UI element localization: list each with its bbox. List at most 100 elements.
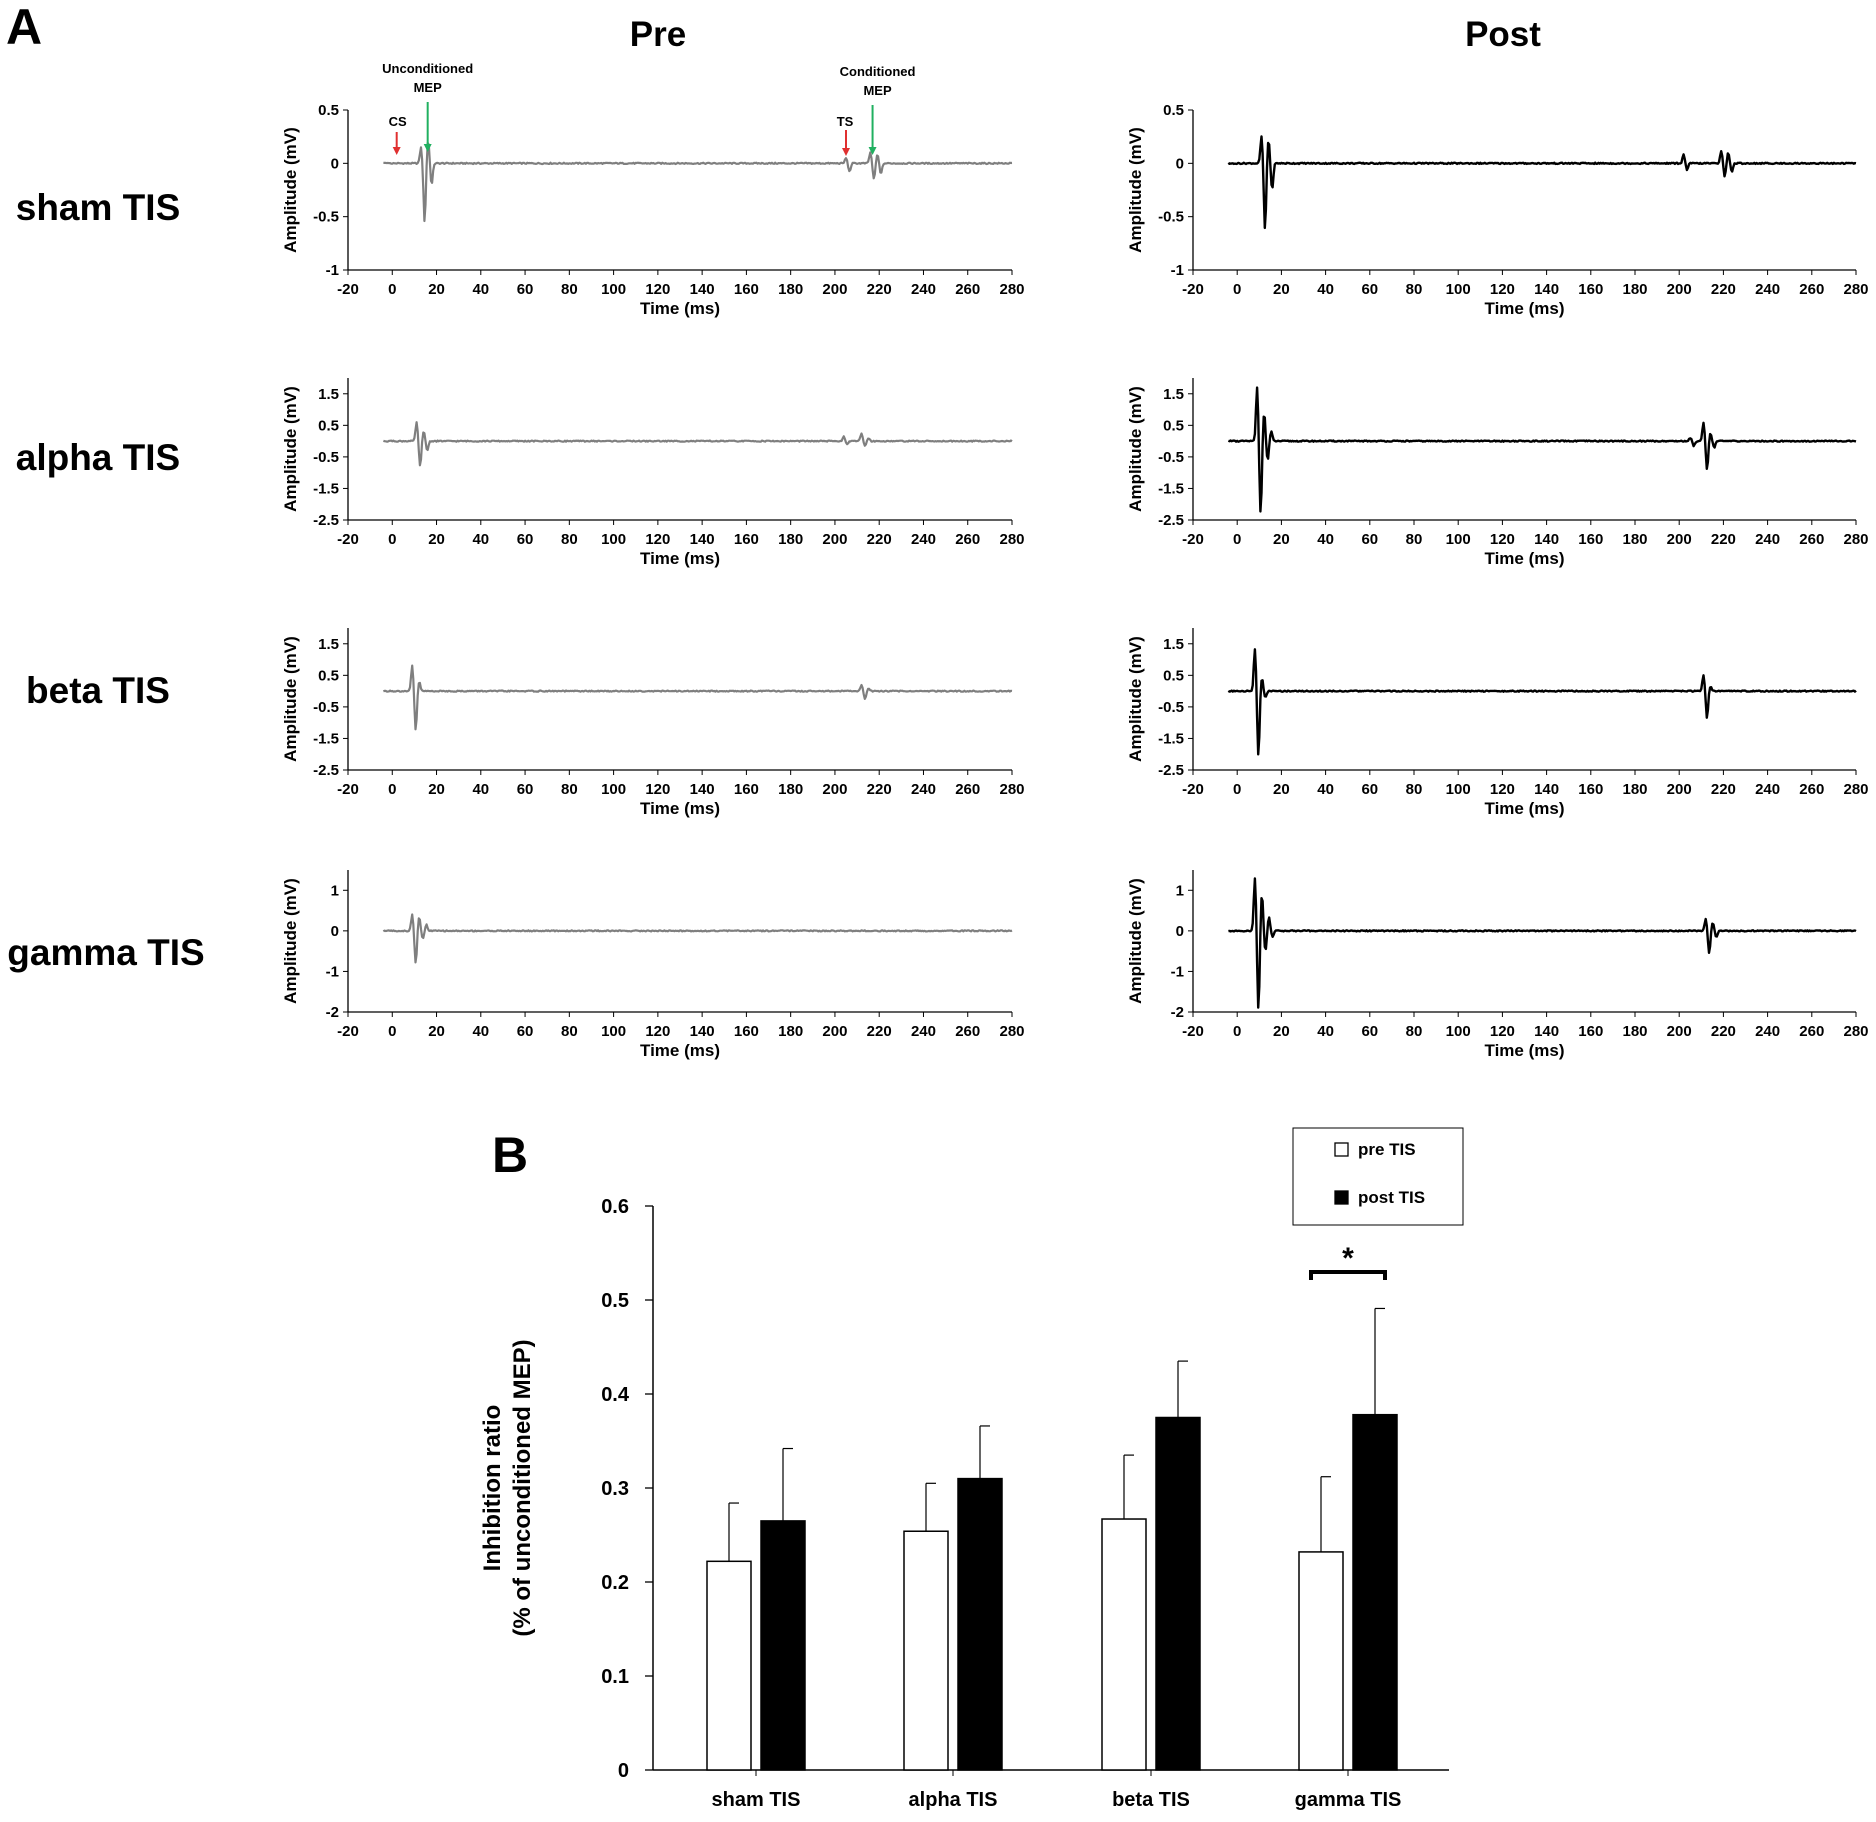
y-tick-label: -1 — [326, 963, 339, 980]
x-tick-label: 180 — [778, 781, 803, 798]
y-tick-label: -0.5 — [313, 449, 339, 466]
row-label-alpha: alpha TIS — [16, 437, 180, 478]
x-tick-label: 120 — [645, 281, 670, 298]
x-axis-label: Time (ms) — [640, 549, 720, 568]
x-tick-label: 140 — [690, 531, 715, 548]
y-tick-label: 1 — [1176, 882, 1184, 899]
x-tick-label: 140 — [1534, 531, 1559, 548]
x-tick-label: 180 — [1622, 781, 1647, 798]
bar-post — [1352, 1413, 1398, 1771]
bar-y-tick-label: 0.3 — [601, 1478, 629, 1500]
trace-panel-r3c1: -20 0 20 40 60 80 100 120 140 160 180 200 220 240 260 2… — [1126, 870, 1869, 1060]
bar-chart: 0 0.1 0.2 0.3 0.4 0.5 0.6 Inhibition ratio (% of… — [479, 1127, 1464, 1811]
cs-arrow-head — [392, 147, 401, 155]
x-tick-label: 60 — [1361, 781, 1378, 798]
y-tick-label: 1 — [331, 882, 339, 899]
x-tick-label: 60 — [517, 281, 534, 298]
x-tick-label: 60 — [517, 781, 534, 798]
x-tick-label: -20 — [1182, 1023, 1204, 1040]
x-tick-label: 0 — [388, 281, 396, 298]
x-tick-label: 260 — [1799, 531, 1824, 548]
x-tick-label: 200 — [1667, 781, 1692, 798]
x-tick-label: 100 — [601, 781, 626, 798]
mep-trace-post — [1227, 648, 1857, 756]
x-tick-label: 100 — [1446, 531, 1471, 548]
legend-label: pre TIS — [1358, 1140, 1416, 1159]
y-tick-label: -2 — [326, 1004, 339, 1021]
y-tick-label: 0 — [331, 923, 339, 940]
x-tick-label: 280 — [999, 531, 1024, 548]
trace-panel-r3c0: -20 0 20 40 60 80 100 120 140 160 180 200 220 240 260 2… — [281, 870, 1025, 1060]
x-tick-label: 20 — [1273, 781, 1290, 798]
x-tick-label: 160 — [734, 281, 759, 298]
x-axis-label: Time (ms) — [640, 799, 720, 818]
x-tick-label: 160 — [1578, 781, 1603, 798]
bar-y-tick-label: 0 — [618, 1760, 629, 1782]
x-axis-label: Time (ms) — [1485, 799, 1565, 818]
x-tick-label: 80 — [1406, 1023, 1423, 1040]
trace-panel-r0c0: -20 0 20 40 60 80 100 120 140 160 180 200 220 240 260 2… — [281, 61, 1025, 318]
y-axis-label: Amplitude (mV) — [281, 386, 300, 512]
x-tick-label: 220 — [1711, 281, 1736, 298]
y-axis-label: Amplitude (mV) — [281, 127, 300, 253]
y-tick-label: 0 — [1176, 923, 1184, 940]
y-tick-label: -0.5 — [1158, 209, 1184, 226]
bar-pre — [903, 1530, 949, 1771]
x-tick-label: 240 — [911, 531, 936, 548]
trace-panel-r2c1: -20 0 20 40 60 80 100 120 140 160 180 200 220 240 260 2… — [1126, 628, 1869, 818]
y-tick-label: -0.5 — [313, 699, 339, 716]
x-axis-label: Time (ms) — [1485, 1041, 1565, 1060]
column-title-post: Post — [1465, 15, 1541, 54]
y-axis-label: Amplitude (mV) — [1126, 127, 1145, 253]
legend-label: post TIS — [1358, 1188, 1425, 1207]
x-tick-label: 160 — [734, 1023, 759, 1040]
x-tick-label: 0 — [1233, 281, 1241, 298]
bar-pre — [1298, 1551, 1344, 1771]
x-tick-label: 280 — [1843, 531, 1868, 548]
x-tick-label: -20 — [337, 1023, 359, 1040]
x-tick-label: 180 — [1622, 281, 1647, 298]
x-tick-label: 260 — [955, 531, 980, 548]
x-tick-label: -20 — [337, 281, 359, 298]
x-tick-label: 100 — [601, 281, 626, 298]
trace-panel-r1c1: -20 0 20 40 60 80 100 120 140 160 180 200 220 240 260 2… — [1126, 378, 1869, 568]
x-tick-label: 260 — [1799, 281, 1824, 298]
unconditioned-label-line1: Unconditioned — [382, 61, 473, 76]
x-tick-label: 20 — [1273, 531, 1290, 548]
panel-label-b: B — [492, 1127, 528, 1183]
x-tick-label: 180 — [778, 1023, 803, 1040]
x-tick-label: 0 — [1233, 531, 1241, 548]
y-axis-label: Amplitude (mV) — [1126, 636, 1145, 762]
x-tick-label: 80 — [1406, 531, 1423, 548]
y-axis-label: Amplitude (mV) — [1126, 386, 1145, 512]
mep-trace-post — [1227, 135, 1857, 230]
y-tick-label: -0.5 — [1158, 449, 1184, 466]
y-tick-label: 1.5 — [1163, 386, 1184, 403]
y-tick-label: -2 — [1171, 1004, 1184, 1021]
x-tick-label: 200 — [1667, 1023, 1692, 1040]
x-tick-label: 160 — [1578, 281, 1603, 298]
x-tick-label: 280 — [999, 1023, 1024, 1040]
x-tick-label: 20 — [428, 781, 445, 798]
bar-y-tick-label: 0.2 — [601, 1572, 629, 1594]
column-title-pre: Pre — [630, 15, 686, 54]
y-tick-label: -1.5 — [313, 480, 339, 497]
x-tick-label: 60 — [1361, 281, 1378, 298]
x-tick-label: 140 — [690, 1023, 715, 1040]
x-tick-label: 140 — [1534, 1023, 1559, 1040]
x-tick-label: 0 — [1233, 1023, 1241, 1040]
y-tick-label: -0.5 — [313, 209, 339, 226]
x-tick-label: 60 — [517, 1023, 534, 1040]
bar-y-tick-label: 0.6 — [601, 1196, 629, 1218]
y-tick-label: -0.5 — [1158, 699, 1184, 716]
legend: pre TIS post TIS — [1292, 1127, 1464, 1226]
x-tick-label: 200 — [822, 781, 847, 798]
x-tick-label: 200 — [1667, 281, 1692, 298]
x-tick-label: 140 — [690, 281, 715, 298]
row-label-sham: sham TIS — [16, 187, 181, 228]
trace-panel-r1c0: -20 0 20 40 60 80 100 120 140 160 180 200 220 240 260 2… — [281, 378, 1025, 568]
x-axis-label: Time (ms) — [640, 299, 720, 318]
conditioned-mep-arrow-head — [868, 147, 877, 155]
trace-panel-r2c0: -20 0 20 40 60 80 100 120 140 160 180 200 220 240 260 2… — [281, 628, 1025, 818]
x-tick-label: 40 — [1317, 781, 1334, 798]
